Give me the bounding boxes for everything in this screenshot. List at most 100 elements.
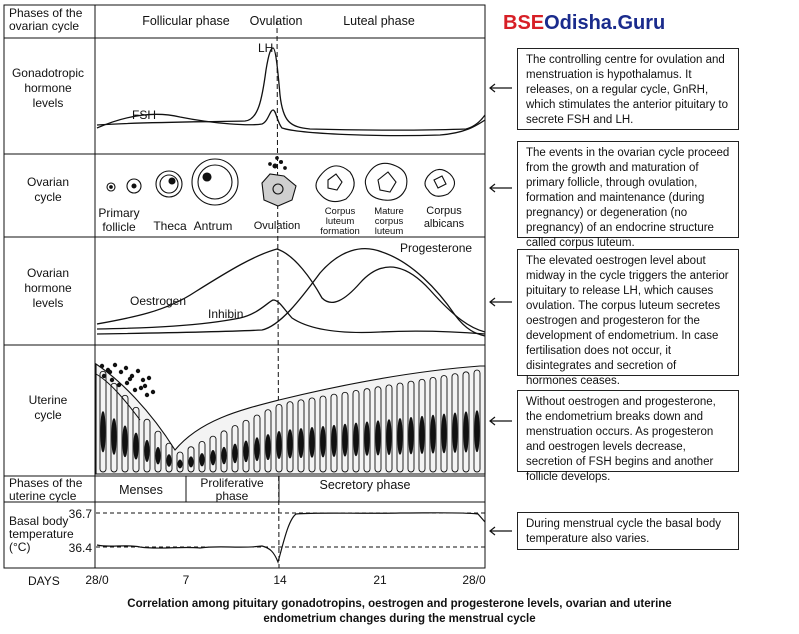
gland: [319, 395, 327, 473]
gland-core: [122, 425, 128, 458]
inhibin-label: Inhibin: [208, 307, 243, 321]
debris-dot: [101, 373, 107, 379]
secretory-label: Secretory phase: [319, 478, 410, 492]
primary-follicle-2: [126, 178, 142, 194]
gland-core: [364, 421, 370, 456]
gland-core: [254, 437, 260, 462]
debris-dot: [140, 377, 146, 383]
gland: [176, 451, 184, 473]
primary-follicle-label: Primary follicle: [98, 206, 139, 234]
debris-dot: [144, 392, 150, 398]
debris-dot: [150, 389, 156, 395]
gland-core: [408, 417, 414, 455]
gland: [385, 384, 393, 473]
gland-core: [177, 459, 183, 469]
gland: [121, 394, 129, 473]
gland-core: [353, 422, 359, 457]
gland-core: [474, 410, 480, 453]
gland: [473, 369, 481, 473]
day-tick-7: 7: [183, 573, 190, 587]
gland-core: [298, 428, 304, 459]
gland: [462, 371, 470, 473]
primary-follicle-1: [106, 182, 116, 192]
note-ovarian-events: The events in the ovarian cycle proceed …: [517, 141, 739, 249]
gland: [286, 401, 294, 473]
debris-dot: [123, 365, 129, 371]
gland: [407, 380, 415, 473]
antrum-follicle: [191, 158, 239, 206]
mature-corpus-luteum: [364, 162, 408, 201]
debris-dot: [142, 383, 148, 389]
lh-label: LH: [258, 41, 273, 55]
mature-corpus-label: Mature corpus luteum: [374, 206, 404, 237]
gland: [341, 391, 349, 473]
debris-dot: [124, 380, 130, 386]
gland-core: [463, 411, 469, 453]
gland: [132, 406, 140, 473]
gland-core: [375, 420, 381, 456]
note-endometrium: Without oestrogen and progesterone, the …: [517, 390, 739, 483]
gland-core: [320, 425, 326, 458]
debris-dot: [118, 369, 124, 375]
gland: [451, 373, 459, 473]
gland: [264, 409, 272, 473]
row-label-uterine-cycle: Uterine cycle: [29, 393, 68, 422]
gland-core: [188, 456, 194, 468]
gland: [154, 430, 162, 473]
gland: [352, 390, 360, 473]
gland: [198, 441, 206, 473]
follicular-phase-label: Follicular phase: [142, 14, 230, 28]
oestrogen-curve: [96, 248, 486, 333]
lh-curve: [96, 47, 486, 131]
gland: [220, 430, 228, 473]
arrow-left-icon: [489, 526, 512, 536]
gland-core: [386, 419, 392, 456]
gland-core: [166, 454, 172, 467]
corpus-luteum-formation: [315, 165, 355, 203]
gland-core: [111, 418, 117, 455]
gland: [99, 370, 107, 473]
gland: [110, 382, 118, 473]
row-label-gonadotropic: Gonadotropic hormone levels: [12, 66, 84, 110]
row-label-basal: Basal body temperature (°C): [9, 514, 74, 554]
days-label: DAYS: [28, 574, 60, 588]
gland-core: [144, 439, 150, 462]
uterine-glands: [99, 369, 481, 473]
corpus-formation-label: Corpus luteum formation: [320, 206, 360, 237]
diagram-frame: [3, 4, 486, 569]
menstrual-debris: [99, 362, 156, 398]
gland-core: [331, 424, 337, 457]
site-logo: BSEOdisha.Guru: [503, 12, 666, 34]
basal-temp-curve: [96, 512, 486, 564]
gland: [418, 378, 426, 473]
gland-core: [452, 412, 458, 453]
gland: [297, 399, 305, 473]
gland: [440, 375, 448, 473]
day-tick-21: 21: [373, 573, 387, 587]
gland: [363, 388, 371, 473]
gland: [374, 386, 382, 473]
gland-core: [430, 414, 436, 454]
row-label-phases-uterine: Phases of the uterine cycle: [9, 476, 83, 503]
note-hypothalamus: The controlling centre for ovulation and…: [517, 48, 739, 130]
endometrium-illustration: [95, 362, 486, 475]
gland-core: [199, 453, 205, 467]
arrow-left-icon: [489, 416, 512, 426]
arrow-left-icon: [489, 297, 512, 307]
gland-core: [221, 446, 227, 465]
gland-core: [342, 423, 348, 457]
ovulation-follicle: [261, 156, 297, 207]
oestrogen-label: Oestrogen: [130, 294, 186, 308]
debris-dot: [138, 385, 144, 391]
gland-core: [133, 432, 139, 460]
gland: [231, 425, 239, 473]
progesterone-curve: [96, 248, 486, 337]
gland-core: [397, 418, 403, 455]
antrum-label: Antrum: [194, 219, 233, 233]
debris-dot: [116, 382, 122, 388]
debris-dot: [107, 369, 113, 375]
debris-dot: [112, 362, 118, 368]
day-tick-14: 14: [273, 573, 287, 587]
note-oestrogen-lh: The elevated oestrogen level about midwa…: [517, 249, 739, 387]
